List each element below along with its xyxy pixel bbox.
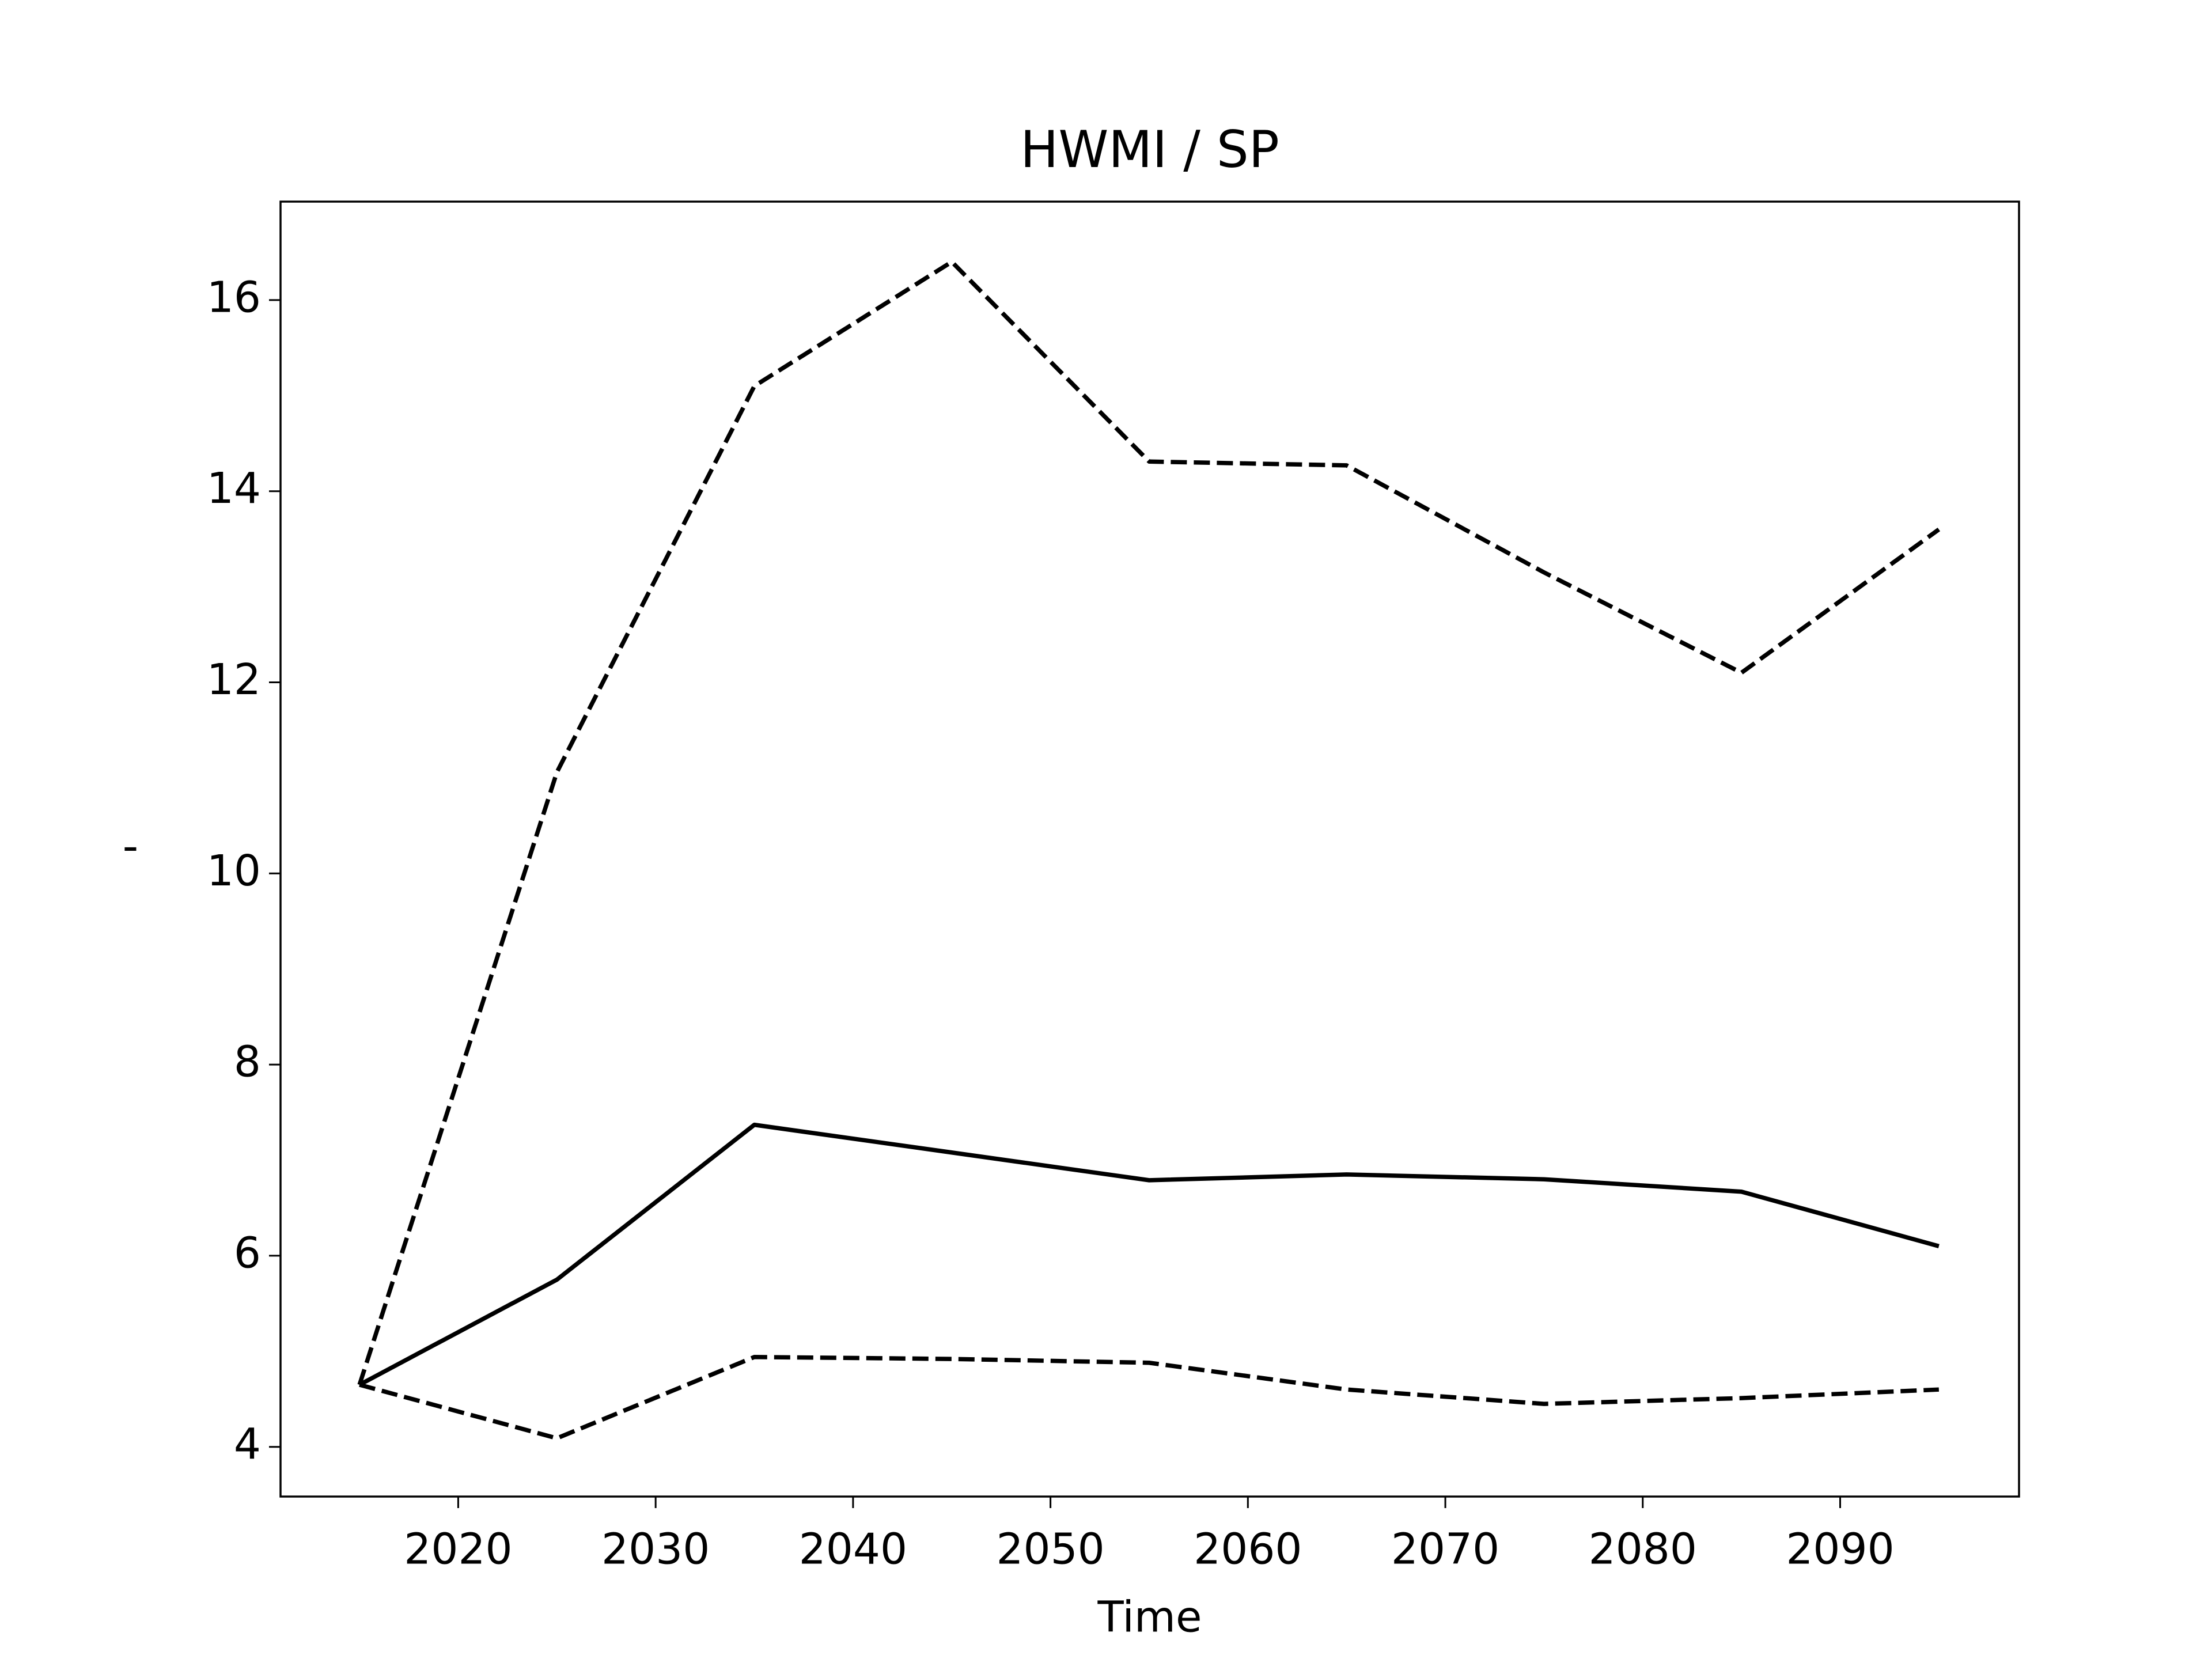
x-tick-label: 2040	[799, 1525, 907, 1574]
y-tick-label: 8	[234, 1037, 261, 1087]
y-axis-label: '	[117, 843, 166, 855]
data-line	[358, 1122, 1940, 1387]
y-tick-label: 4	[234, 1419, 261, 1469]
x-tick-label: 2020	[404, 1525, 512, 1574]
x-tick-label: 2070	[1391, 1525, 1499, 1574]
data-line	[359, 1355, 1940, 1441]
y-tick-label: 12	[207, 655, 261, 704]
data-line	[357, 259, 1941, 1386]
x-tick-label: 2080	[1589, 1525, 1697, 1574]
x-tick-label: 2050	[996, 1525, 1104, 1574]
x-tick-label: 2060	[1194, 1525, 1302, 1574]
plot-frame	[279, 200, 2020, 1498]
y-tick-label: 6	[234, 1228, 261, 1278]
chart-title: HWMI / SP	[1020, 120, 1279, 179]
x-axis-label: Time	[1097, 1593, 1202, 1642]
y-tick-label: 14	[207, 464, 261, 513]
x-tick-label: 2030	[601, 1525, 710, 1574]
y-tick-label: 16	[207, 272, 261, 322]
y-tick-label: 10	[207, 846, 261, 896]
x-tick-label: 2090	[1786, 1525, 1894, 1574]
